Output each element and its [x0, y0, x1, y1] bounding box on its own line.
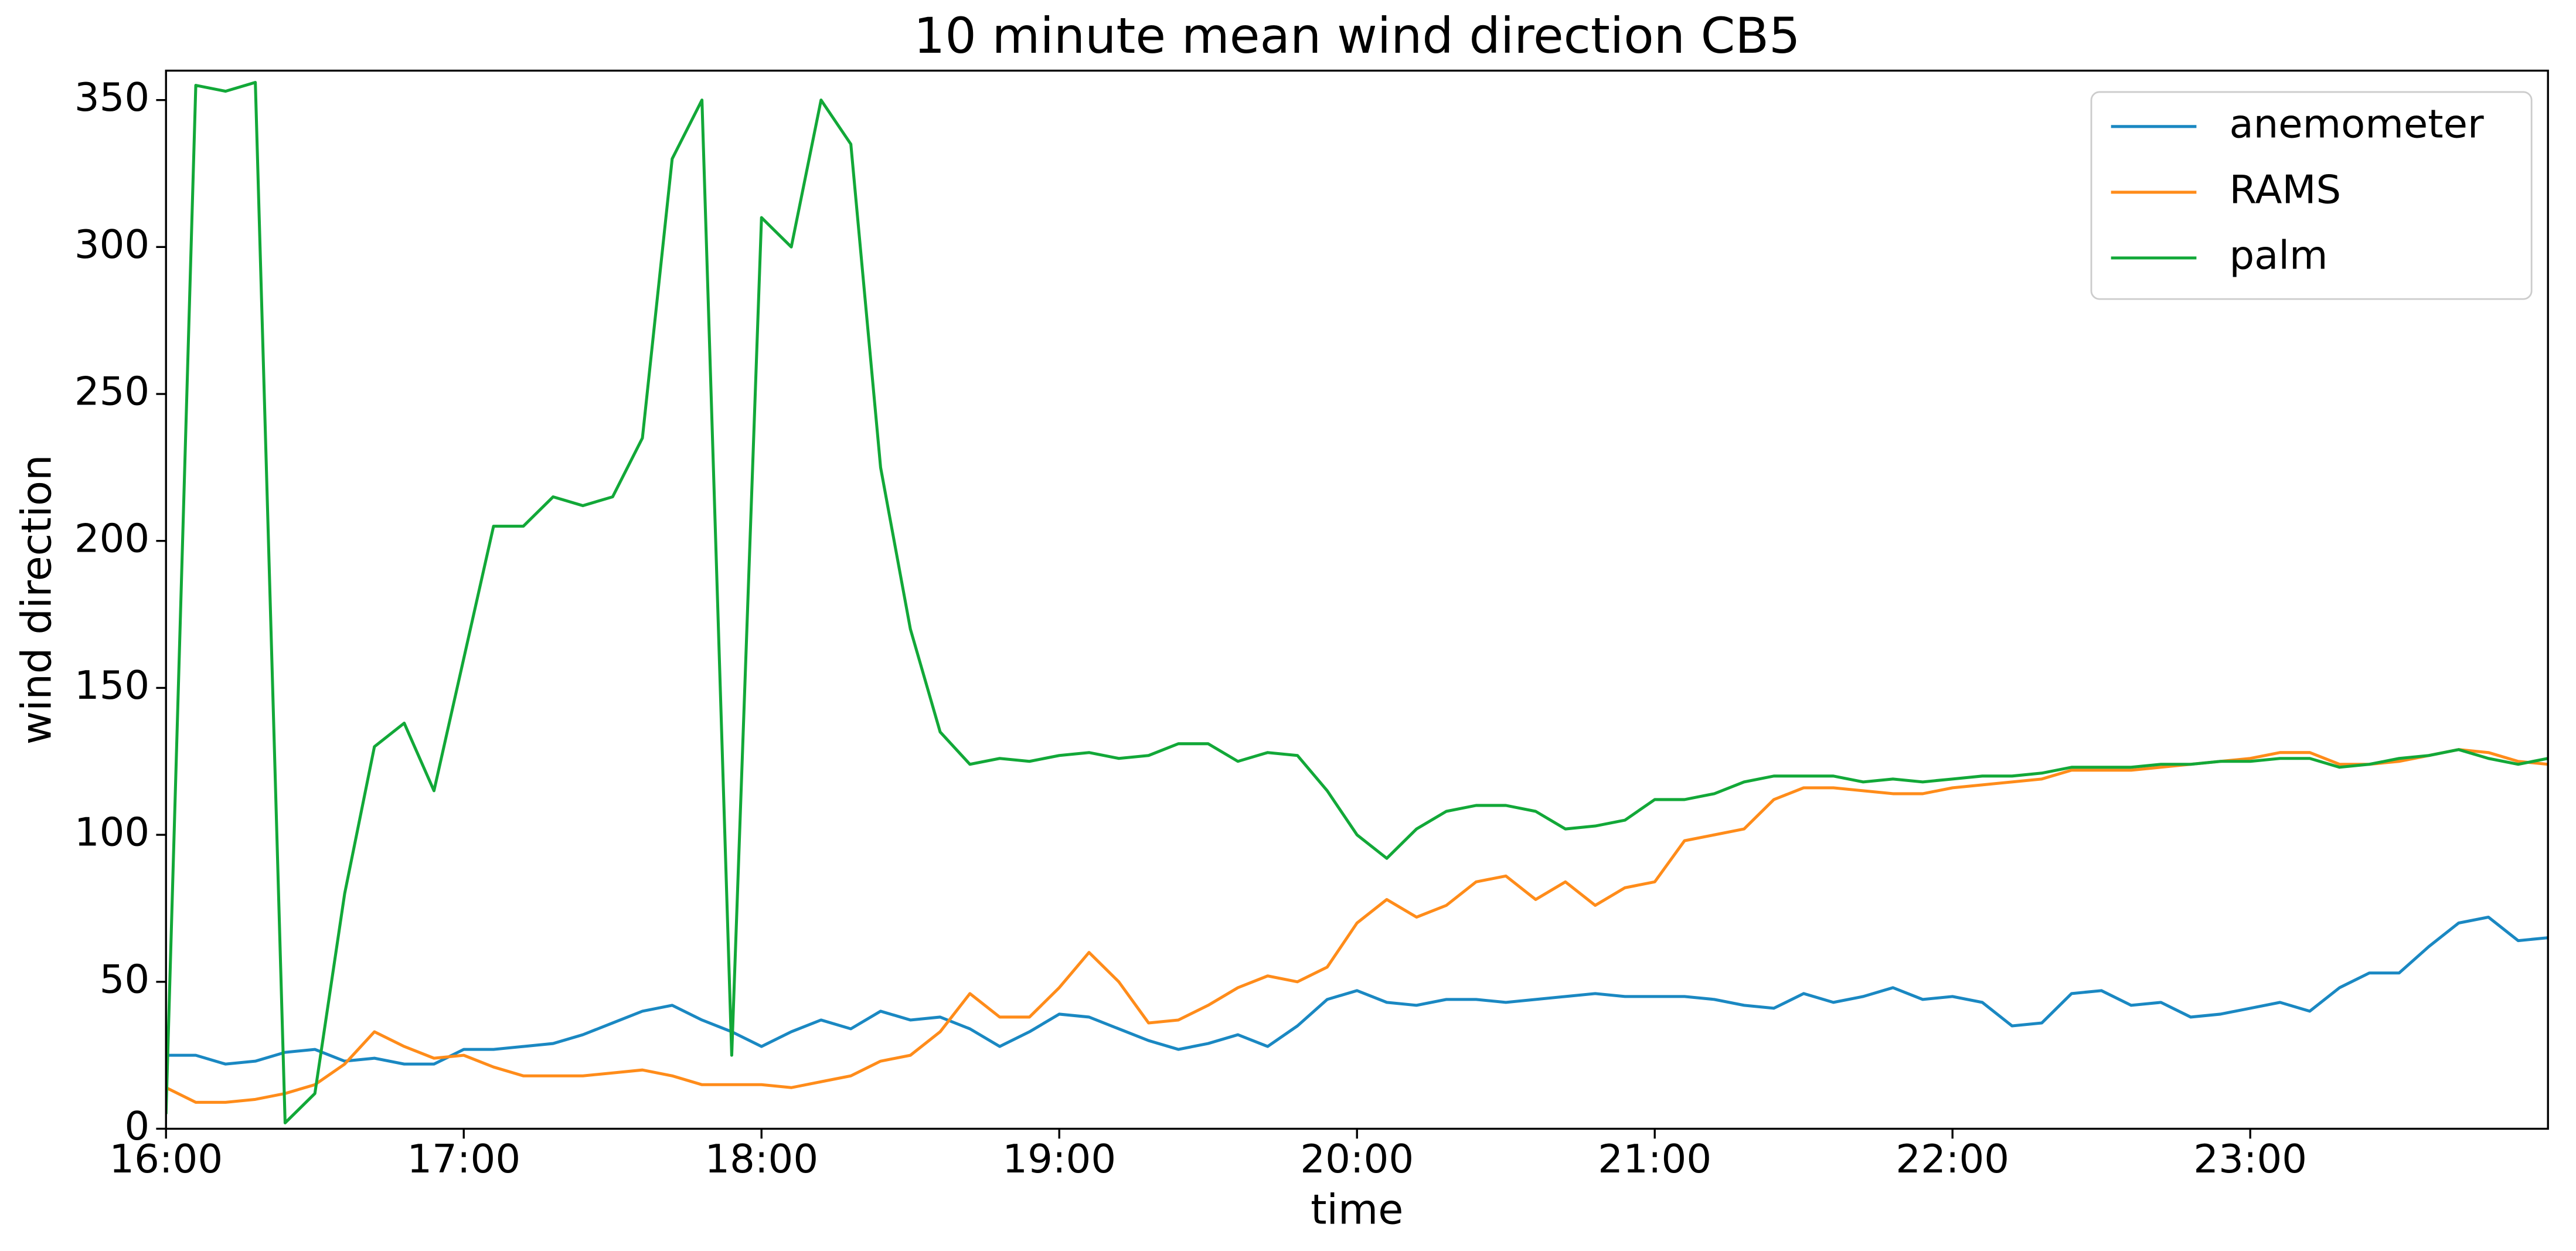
y-axis-label: wind direction [12, 455, 60, 745]
y-tick-label: 100 [74, 810, 149, 855]
legend-box [2090, 91, 2533, 300]
x-tick-label: 16:00 [109, 1136, 223, 1182]
legend-label: anemometer [2229, 101, 2483, 147]
legend-label: palm [2229, 233, 2327, 278]
series-line [166, 81, 2548, 1124]
x-axis-label: time [1311, 1185, 1403, 1233]
x-tick-label: 22:00 [1896, 1136, 2009, 1182]
plot-frame [165, 69, 2549, 1130]
x-tick-label: 20:00 [1300, 1136, 1414, 1182]
y-tick-label: 50 [100, 956, 150, 1002]
y-tick-label: 300 [74, 222, 149, 267]
x-tick-label: 19:00 [1002, 1136, 1116, 1182]
legend-label: RAMS [2229, 166, 2341, 212]
y-tick-label: 350 [74, 74, 149, 120]
chart-title: 10 minute mean wind direction CB5 [914, 7, 1801, 64]
series-line [166, 915, 2548, 1066]
y-tick-label: 0 [124, 1103, 149, 1149]
x-tick-label: 17:00 [407, 1136, 520, 1182]
y-tick-label: 250 [74, 369, 149, 414]
y-tick-label: 200 [74, 515, 149, 561]
x-tick-label: 23:00 [2193, 1136, 2307, 1182]
series-line [166, 748, 2548, 1104]
x-tick-label: 18:00 [705, 1136, 818, 1182]
y-tick-label: 150 [74, 662, 149, 708]
x-tick-label: 21:00 [1598, 1136, 1711, 1182]
